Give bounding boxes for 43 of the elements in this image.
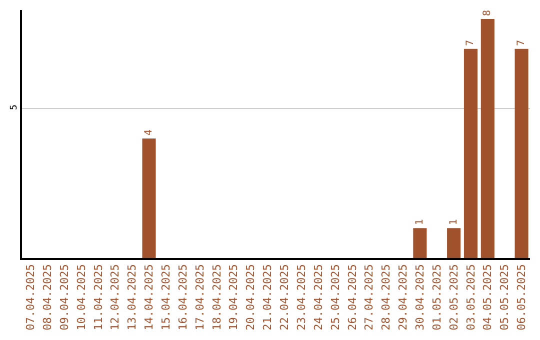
bar	[464, 48, 478, 258]
data-label: 4	[144, 129, 154, 136]
x-tick-label: 19.04.2025	[227, 264, 240, 330]
data-label: 7	[465, 40, 476, 46]
x-tick-label: 18.04.2025	[210, 264, 224, 330]
x-tick-label: 26.04.2025	[346, 264, 359, 330]
x-tick-label: 09.04.2025	[58, 264, 71, 330]
bar	[480, 18, 494, 258]
y-tick-label: 5	[10, 104, 20, 110]
x-tick-label: 01.05.2025	[430, 264, 444, 330]
x-tick-label: 22.04.2025	[278, 264, 292, 330]
x-tick-label: 02.05.2025	[447, 264, 460, 330]
x-tick-label: 03.05.2025	[464, 264, 478, 330]
x-tick-label: 06.05.2025	[515, 264, 528, 330]
bar	[142, 138, 156, 258]
x-tick-label: 17.04.2025	[193, 264, 206, 330]
data-label: 1	[448, 219, 460, 226]
x-tick-label: 20.04.2025	[244, 264, 258, 330]
x-tick-label: 27.04.2025	[362, 264, 376, 330]
bar	[447, 228, 461, 258]
bar	[413, 228, 427, 258]
bar	[514, 48, 528, 258]
x-tick-label: 11.04.2025	[92, 264, 105, 330]
x-tick-label: 23.04.2025	[294, 264, 308, 330]
x-tick-label: 12.04.2025	[108, 264, 122, 330]
x-tick-label: 10.04.2025	[74, 264, 88, 330]
x-tick-label: 25.04.2025	[328, 264, 342, 330]
x-tick-label: 04.05.2025	[481, 264, 494, 330]
data-label: 1	[414, 219, 426, 226]
x-tick-label: 28.04.2025	[380, 264, 393, 330]
data-label: 7	[516, 40, 528, 46]
x-tick-label: 29.04.2025	[396, 264, 410, 330]
x-tick-label: 07.04.2025	[24, 264, 38, 330]
x-tick-label: 14.04.2025	[142, 264, 156, 330]
data-label: 8	[482, 10, 494, 16]
x-tick-label: 24.04.2025	[312, 264, 325, 330]
x-tick-label: 08.04.2025	[40, 264, 54, 330]
x-tick-label: 30.04.2025	[414, 264, 427, 330]
x-tick-label: 05.05.2025	[498, 264, 512, 330]
x-tick-label: 13.04.2025	[126, 264, 139, 330]
x-tick-label: 16.04.2025	[176, 264, 190, 330]
x-tick-label: 21.04.2025	[261, 264, 274, 330]
x-tick-label: 15.04.2025	[160, 264, 173, 330]
